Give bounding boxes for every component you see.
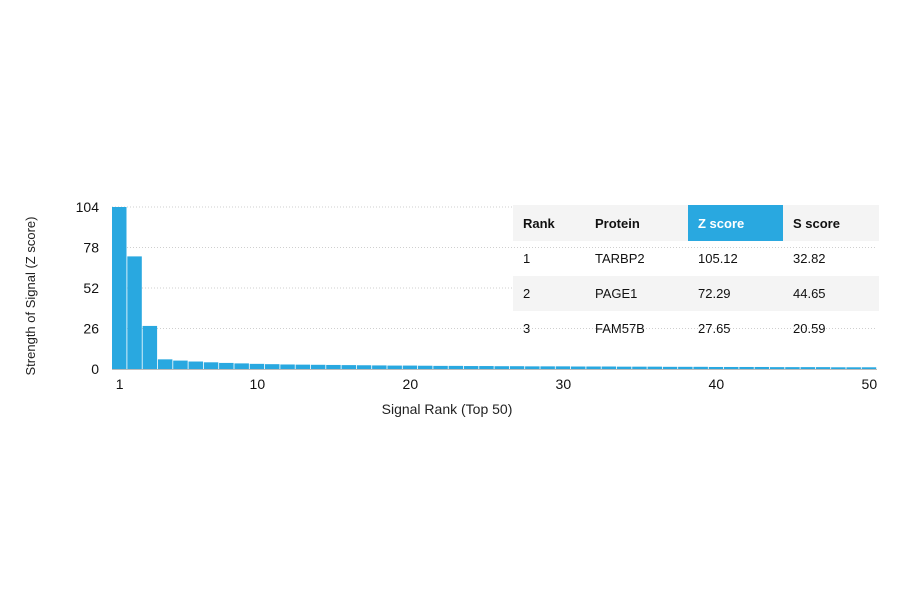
- bar: [555, 366, 571, 369]
- y-tick-label: 0: [91, 361, 99, 377]
- cell-rank: 3: [523, 321, 531, 336]
- x-axis-title: Signal Rank (Top 50): [382, 401, 513, 417]
- cell-z-score: 72.29: [698, 286, 731, 301]
- x-tick-label: 1: [116, 376, 124, 392]
- cell-protein: TARBP2: [595, 251, 645, 266]
- bar: [693, 366, 708, 369]
- header-protein: Protein: [595, 215, 640, 231]
- bar: [249, 363, 265, 369]
- y-tick-labels: 0 26 52 78 104: [76, 199, 100, 377]
- x-tick-label: 10: [250, 376, 266, 392]
- bar: [800, 367, 815, 369]
- x-tick-label: 50: [862, 376, 878, 392]
- y-axis-title: Strength of Signal (Z score): [23, 217, 38, 376]
- bar: [295, 364, 311, 369]
- bar: [616, 366, 632, 369]
- bar: [402, 365, 418, 369]
- bar: [265, 364, 280, 369]
- cell-z-score: 105.12: [698, 251, 738, 266]
- bar: [372, 365, 387, 369]
- bar: [815, 367, 831, 369]
- bar: [112, 207, 127, 369]
- bar: [356, 365, 372, 369]
- header-rank: Rank: [523, 215, 555, 231]
- bar: [203, 362, 219, 369]
- bar: [219, 362, 234, 369]
- x-tick-label: 40: [709, 376, 725, 392]
- bar: [769, 367, 785, 369]
- table-row: 3 FAM57B 27.65 20.59: [513, 311, 879, 346]
- bar: [662, 366, 678, 369]
- bar: [647, 366, 662, 369]
- bar: [846, 367, 861, 369]
- cell-rank: 2: [523, 286, 531, 301]
- cell-s-score: 32.82: [793, 251, 826, 266]
- bar: [739, 366, 754, 369]
- bar: [509, 366, 525, 369]
- bar: [785, 367, 800, 369]
- table-header-row: Rank Protein Z score S score: [513, 205, 879, 241]
- cell-protein: FAM57B: [595, 321, 645, 336]
- bar: [571, 366, 586, 369]
- bar: [188, 361, 203, 369]
- bar: [280, 364, 295, 369]
- bar: [142, 325, 158, 369]
- bar: [678, 366, 693, 369]
- bar: [234, 363, 249, 369]
- x-tick-label: 30: [556, 376, 572, 392]
- bar: [601, 366, 617, 369]
- bar: [831, 367, 846, 369]
- bar: [127, 256, 142, 369]
- bar: [586, 366, 601, 369]
- bar: [708, 366, 724, 369]
- bar: [724, 366, 739, 369]
- bar: [463, 366, 479, 369]
- cell-z-score: 27.65: [698, 321, 731, 336]
- bar: [479, 366, 494, 369]
- bars: [112, 207, 877, 369]
- bar: [173, 360, 188, 369]
- bar: [861, 367, 877, 369]
- y-tick-label: 52: [83, 280, 99, 296]
- x-tick-labels: 1 10 20 30 40 50: [116, 376, 878, 392]
- header-z-score: Z score: [688, 205, 783, 241]
- bar: [540, 366, 555, 369]
- cell-protein: PAGE1: [595, 286, 638, 301]
- bar: [754, 366, 770, 369]
- bar: [310, 364, 326, 369]
- bar: [326, 364, 341, 369]
- bar: [418, 365, 433, 369]
- table-row: 2 PAGE1 72.29 44.65: [513, 276, 879, 311]
- bar: [525, 366, 540, 369]
- bar: [387, 365, 402, 369]
- x-tick-label: 20: [403, 376, 419, 392]
- bar: [433, 365, 448, 369]
- y-tick-label: 104: [76, 199, 100, 215]
- bar: [448, 365, 464, 369]
- bar: [341, 365, 356, 369]
- bar: [494, 366, 509, 369]
- y-tick-label: 26: [83, 321, 99, 337]
- results-table: Rank Protein Z score S score 1 TARBP2 10…: [513, 205, 879, 346]
- cell-rank: 1: [523, 251, 531, 266]
- bar: [632, 366, 647, 369]
- cell-s-score: 44.65: [793, 286, 826, 301]
- table-row: 1 TARBP2 105.12 32.82: [513, 241, 879, 276]
- y-tick-label: 78: [83, 240, 99, 256]
- header-s-score: S score: [793, 215, 840, 231]
- bar: [157, 359, 173, 369]
- cell-s-score: 20.59: [793, 321, 826, 336]
